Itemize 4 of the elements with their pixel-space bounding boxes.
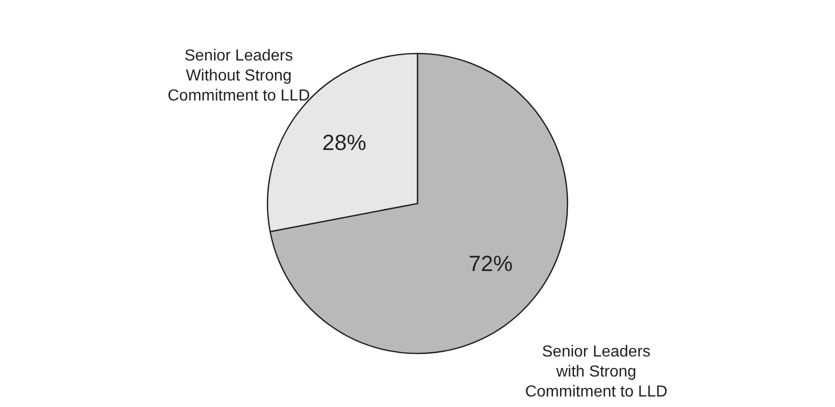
slice-label: Senior Leaders with Strong Commitment to LLD	[525, 343, 668, 400]
data-label: 28%	[322, 130, 366, 155]
data-label: 72%	[468, 251, 513, 276]
slice-label: Senior Leaders Without Strong Commitment to LLD	[168, 48, 310, 105]
